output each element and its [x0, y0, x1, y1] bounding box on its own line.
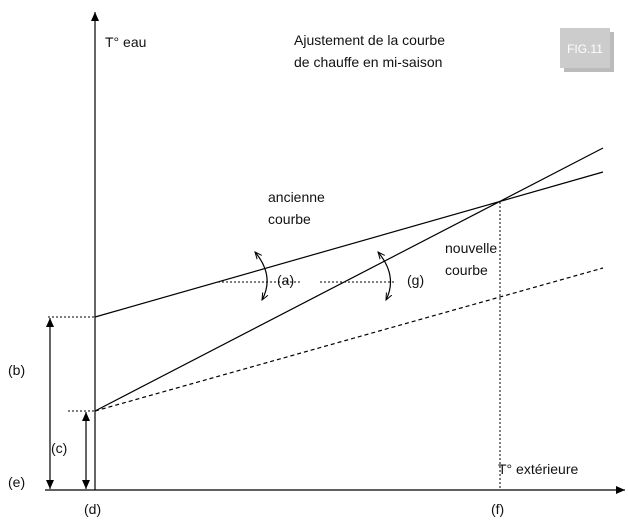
curve-label: courbe — [445, 262, 488, 278]
angle-arc — [378, 252, 391, 300]
marker: (b) — [8, 362, 25, 378]
curve-label: ancienne — [268, 189, 325, 205]
shifted-curve — [94, 267, 604, 412]
marker: (a) — [277, 272, 294, 288]
title: Ajustement de la courbe — [294, 32, 445, 48]
badge-label: FIG.11 — [567, 42, 603, 56]
angle-arc — [255, 252, 267, 300]
marker: (c) — [51, 440, 67, 456]
title: de chauffe en mi-saison — [294, 54, 442, 70]
marker: (e) — [8, 474, 25, 490]
curve-label: courbe — [268, 211, 311, 227]
y-axis-label: T° eau — [105, 34, 146, 50]
badge — [560, 28, 610, 68]
new-curve — [94, 147, 604, 412]
marker: (g) — [407, 272, 424, 288]
marker: (f) — [491, 501, 504, 517]
old-curve — [94, 171, 604, 318]
marker: (d) — [84, 501, 101, 517]
curve-label: nouvelle — [445, 240, 497, 256]
x-axis-label: T° extérieure — [498, 461, 579, 477]
